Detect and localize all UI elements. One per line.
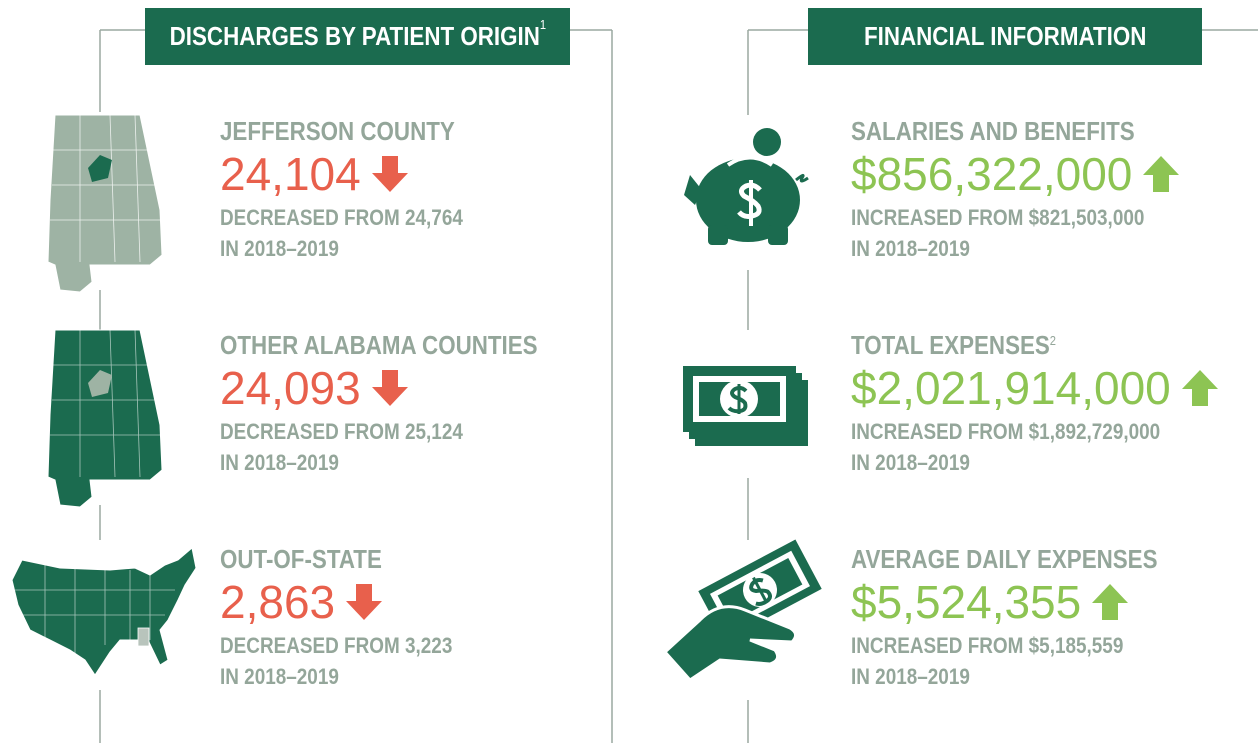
stat-item: OTHER ALABAMA COUNTIES 24,093 DECREASED FR… xyxy=(220,330,589,478)
stat-value-row: $856,322,000 xyxy=(851,146,1192,202)
left-header: DISCHARGES BY PATIENT ORIGIN1 xyxy=(145,8,570,65)
stat-item: OUT-OF-STATE 2,863 DECREASED FROM 3,223 IN … xyxy=(220,544,490,692)
right-header: FINANCIAL INFORMATION xyxy=(808,8,1202,65)
stat-value-row: $2,021,914,000 xyxy=(851,360,1219,416)
down-arrow xyxy=(371,156,408,192)
stat-label: TOTAL EXPENSES2 xyxy=(851,330,1167,360)
cash-icon xyxy=(683,366,808,446)
stat-label: OTHER ALABAMA COUNTIES xyxy=(220,330,538,360)
stat-value: $5,524,355 xyxy=(851,576,1082,628)
stat-change: DECREASED FROM 3,223 xyxy=(220,633,453,658)
stat-label-text: AVERAGE DAILY EXPENSES xyxy=(851,544,1158,574)
stat-label-text: OUT-OF-STATE xyxy=(220,544,382,574)
stat-label-text: JEFFERSON COUNTY xyxy=(220,116,455,146)
up-arrow xyxy=(1143,156,1180,192)
stat-label-note: 2 xyxy=(1049,333,1057,348)
stat-change: DECREASED FROM 25,124 xyxy=(220,419,463,444)
stat-value: 24,104 xyxy=(220,148,361,200)
stat-period: IN 2018–2019 xyxy=(851,236,970,261)
stat-value-row: 24,104 xyxy=(220,146,502,202)
stat-item: TOTAL EXPENSES2 $2,021,914,000 INCREASED F… xyxy=(851,330,1219,478)
stat-item: SALARIES AND BENEFITS $856,322,000 INCREAS… xyxy=(851,116,1192,264)
stat-period: IN 2018–2019 xyxy=(220,236,339,261)
stat-change: INCREASED FROM $821,503,000 xyxy=(851,205,1145,230)
stat-period: IN 2018–2019 xyxy=(851,664,970,689)
stat-value: $2,021,914,000 xyxy=(851,362,1171,414)
left-title: DISCHARGES BY PATIENT ORIGIN xyxy=(169,21,540,51)
hand-money-icon xyxy=(662,539,822,682)
right-title: FINANCIAL INFORMATION xyxy=(863,21,1147,51)
stat-label: SALARIES AND BENEFITS xyxy=(851,116,1144,146)
stat-value: 2,863 xyxy=(220,576,336,628)
stat-value-row: $5,524,355 xyxy=(851,574,1207,630)
stat-item: JEFFERSON COUNTY 24,104 DECREASED FROM 24,… xyxy=(220,116,502,264)
stat-value: 24,093 xyxy=(220,362,361,414)
stat-change: INCREASED FROM $1,892,729,000 xyxy=(851,419,1161,444)
stat-change: DECREASED FROM 24,764 xyxy=(220,205,463,230)
alabama-map-jefferson xyxy=(47,114,163,293)
stat-label-text: OTHER ALABAMA COUNTIES xyxy=(220,330,538,360)
stat-label: AVERAGE DAILY EXPENSES xyxy=(851,544,1158,574)
stat-label: OUT-OF-STATE xyxy=(220,544,452,574)
stat-period: IN 2018–2019 xyxy=(220,450,339,475)
stat-value-row: 2,863 xyxy=(220,574,490,630)
stat-label-text: SALARIES AND BENEFITS xyxy=(851,116,1135,146)
up-arrow xyxy=(1181,370,1218,406)
stat-change: INCREASED FROM $5,185,559 xyxy=(851,633,1124,658)
us-map xyxy=(11,547,197,676)
stat-period: IN 2018–2019 xyxy=(220,664,339,689)
piggy-bank-icon xyxy=(684,128,809,245)
stat-item: AVERAGE DAILY EXPENSES $5,524,355 INCREASE… xyxy=(851,544,1207,692)
frame-lines xyxy=(99,29,1258,743)
left-title-note: 1 xyxy=(539,17,546,32)
stat-period: IN 2018–2019 xyxy=(851,450,970,475)
down-arrow xyxy=(371,370,408,406)
up-arrow xyxy=(1092,584,1129,620)
alabama-map-other xyxy=(47,329,163,508)
down-arrow xyxy=(346,584,383,620)
stat-label-text: TOTAL EXPENSES xyxy=(851,330,1050,360)
stat-value: $856,322,000 xyxy=(851,148,1133,200)
stat-value-row: 24,093 xyxy=(220,360,589,416)
stat-label: JEFFERSON COUNTY xyxy=(220,116,463,146)
